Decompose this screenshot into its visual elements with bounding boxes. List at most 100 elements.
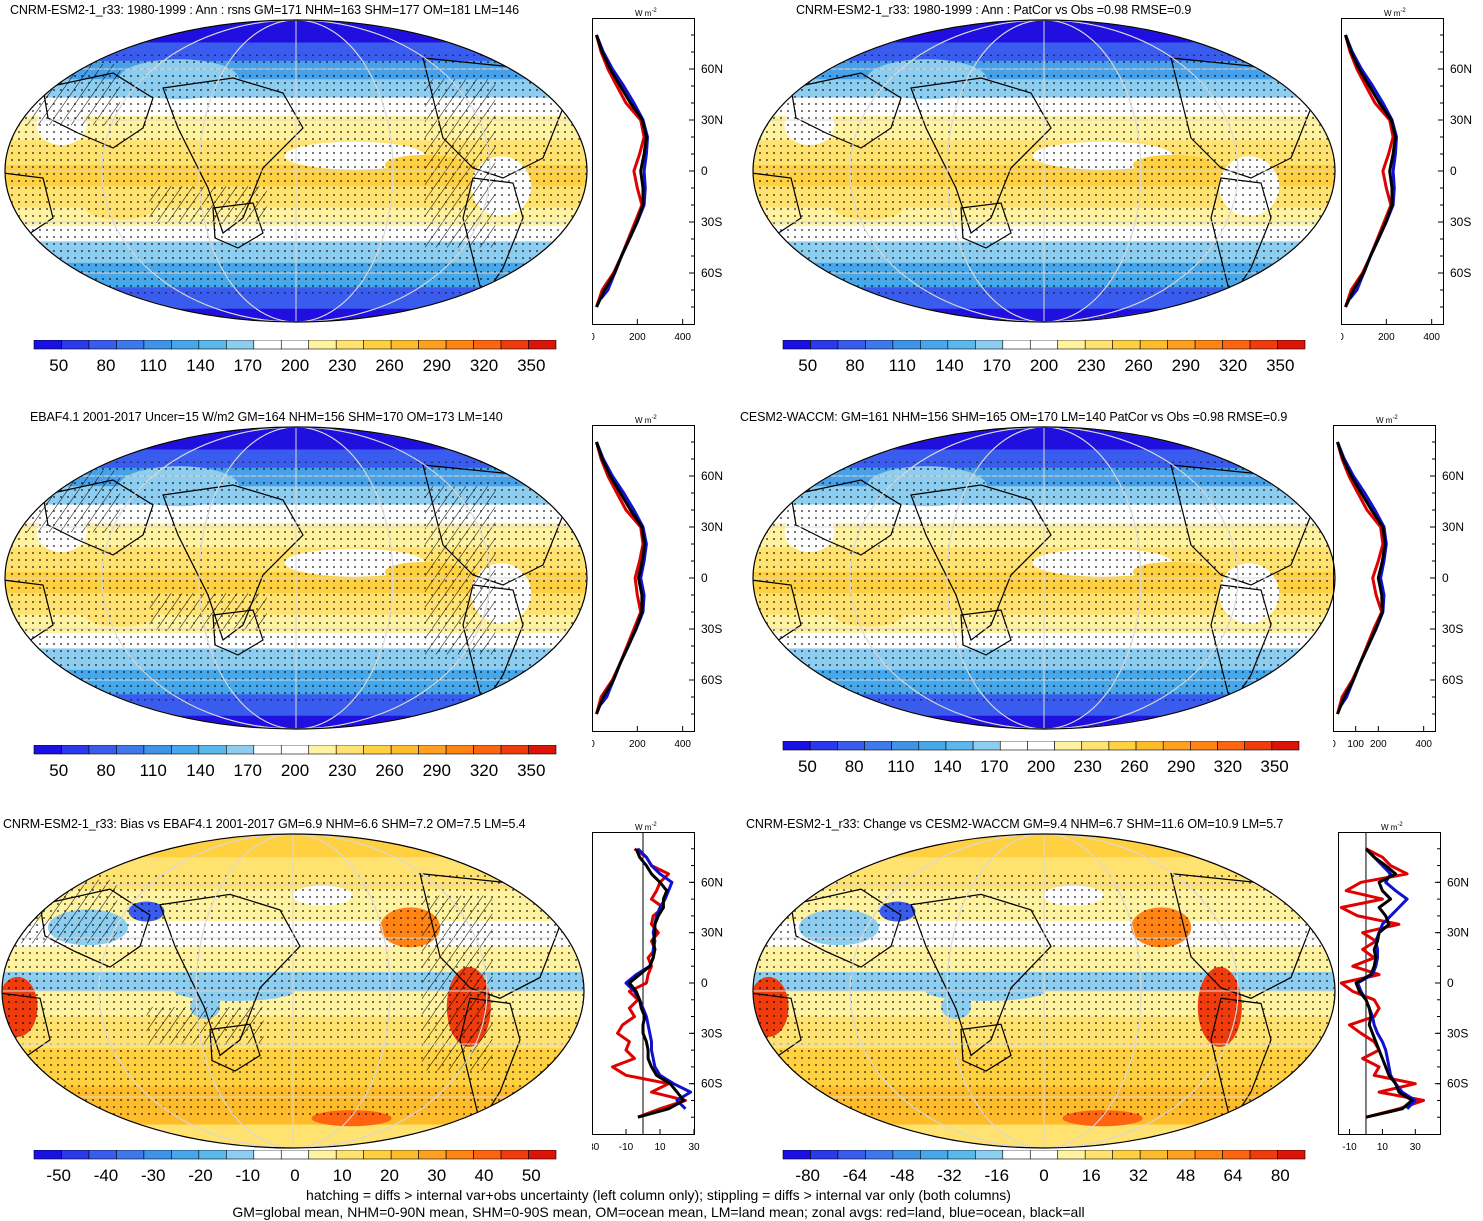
lat-tick-label: 60N — [1450, 62, 1472, 76]
colorbar-swatch — [1139, 340, 1168, 350]
colorbar-swatch — [33, 1150, 62, 1160]
colorbar-swatch — [975, 1150, 1004, 1160]
colorbar-label: 64 — [1224, 1166, 1243, 1184]
x-tick-label: 200 — [1378, 332, 1395, 343]
colorbar-swatch — [253, 340, 282, 350]
colorbar-swatch — [999, 741, 1028, 751]
x-tick-label: 400 — [1423, 332, 1440, 343]
zonal-series-all — [595, 441, 647, 715]
colorbar-swatch — [1108, 741, 1137, 751]
colorbar-label: -10 — [235, 1166, 260, 1184]
colorbar-swatch — [171, 340, 200, 350]
colorbar-swatch — [116, 1150, 145, 1160]
colorbar-swatch — [1194, 1150, 1223, 1160]
lat-tick-label: 30N — [701, 113, 723, 127]
zonal-unit-label: W m-2 — [635, 822, 657, 832]
colorbar-swatch — [335, 340, 364, 350]
colorbar-swatch — [33, 340, 62, 350]
zonal-series-ocean — [1344, 34, 1398, 300]
x-tick-label: -10 — [1342, 1142, 1357, 1153]
map-border — [4, 19, 588, 323]
colorbar-label: -80 — [795, 1166, 820, 1184]
colorbar-swatch — [1249, 340, 1278, 350]
colorbar-swatch — [1027, 741, 1055, 751]
colorbar-swatch — [837, 1150, 866, 1160]
x-tick-label: 100 — [1347, 739, 1364, 750]
colorbar-label: 80 — [1271, 1166, 1290, 1184]
panel-title: CNRM-ESM2-1_r33: 1980-1999 : Ann : PatCo… — [796, 3, 1192, 17]
x-tick-label: 10 — [1377, 1142, 1389, 1153]
map-projection — [752, 426, 1336, 730]
lat-tick-label: 0 — [1447, 976, 1454, 990]
lat-tick-label: 30S — [701, 215, 722, 229]
lat-tick-label: 60S — [701, 266, 722, 280]
colorbar-label: 200 — [1027, 757, 1055, 775]
colorbar-label: 80 — [845, 757, 864, 775]
colorbar-swatch — [1057, 340, 1086, 350]
colorbar-label: 80 — [97, 356, 116, 374]
colorbar-swatch — [1135, 741, 1164, 751]
colorbar-label: 230 — [328, 356, 356, 374]
colorbar-label: 230 — [1077, 356, 1105, 374]
lat-tick-label: 0 — [701, 976, 708, 990]
colorbar-swatch — [226, 340, 255, 350]
colorbar-swatch — [1002, 340, 1031, 350]
colorbar-swatch — [1162, 741, 1191, 751]
colorbar-label: -50 — [46, 1166, 71, 1184]
colorbar-swatch — [1081, 741, 1110, 751]
colorbar-label: 140 — [935, 356, 963, 374]
colorbar-swatch — [390, 1150, 419, 1160]
map-field — [753, 834, 1335, 1148]
colorbar-label: 10 — [333, 1166, 352, 1184]
colorbar-swatch — [418, 1150, 447, 1160]
panel-title: EBAF4.1 2001-2017 Uncer=15 W/m2 GM=164 N… — [30, 410, 503, 424]
colorbar-label: 260 — [1120, 757, 1148, 775]
zonal-series-ocean — [624, 847, 693, 1110]
lat-tick-label: 30N — [1442, 520, 1464, 534]
colorbar-swatch — [226, 1150, 255, 1160]
colorbar-label: 350 — [517, 356, 545, 374]
colorbar-label: 40 — [475, 1166, 494, 1184]
map-border — [752, 426, 1336, 730]
colorbar-swatch — [500, 745, 529, 755]
colorbar-swatch — [945, 741, 974, 751]
x-tick-label: 10 — [654, 1142, 666, 1153]
colorbar-swatch — [1222, 1150, 1251, 1160]
colorbar-swatch — [809, 741, 838, 751]
colorbar-swatch — [810, 1150, 839, 1160]
map-border — [752, 833, 1336, 1149]
colorbar: 50 80 110 140 170 200 230 260 290 320 350 — [33, 340, 557, 374]
lat-tick-label: 30S — [1450, 215, 1471, 229]
colorbar-label: 290 — [423, 761, 451, 779]
zonal-series-all — [1336, 441, 1387, 715]
colorbar-swatch — [390, 340, 419, 350]
colorbar-swatch — [473, 1150, 502, 1160]
colorbar-swatch — [61, 340, 90, 350]
x-tick-label: 200 — [1370, 739, 1387, 750]
colorbar-swatch — [280, 745, 310, 755]
zonal-series-all — [627, 848, 686, 1119]
colorbar-label: 170 — [980, 757, 1008, 775]
colorbar-label: 170 — [983, 356, 1011, 374]
zonal-unit-label: W m-2 — [1376, 415, 1398, 425]
colorbar-swatch — [390, 745, 419, 755]
lat-tick-label: 30N — [1450, 113, 1472, 127]
colorbar-swatch — [253, 1150, 282, 1160]
colorbar-swatch — [473, 745, 502, 755]
colorbar-swatch — [198, 745, 227, 755]
colorbar-label: 290 — [1167, 757, 1195, 775]
colorbar-label: 80 — [846, 356, 865, 374]
colorbar-label: 50 — [49, 356, 68, 374]
zonal-series-land — [1339, 847, 1425, 1119]
colorbar-swatch — [947, 340, 976, 350]
lat-tick-label: 60N — [1442, 469, 1464, 483]
lat-tick-label: 30N — [1447, 926, 1469, 940]
colorbar-label: 140 — [186, 761, 214, 779]
zonal-unit-label: W m-2 — [635, 8, 657, 18]
colorbar-swatch — [1271, 741, 1300, 751]
colorbar-label: 50 — [798, 356, 817, 374]
colorbar-label: 320 — [1214, 757, 1242, 775]
colorbar: 50 80 110 140 170 200 230 260 290 320 350 — [782, 340, 1306, 374]
zonal-mean-plot: W m-2 60N 30N 0 30S 60S -10 10 30 — [1338, 822, 1469, 1153]
colorbar-swatch — [782, 340, 811, 350]
